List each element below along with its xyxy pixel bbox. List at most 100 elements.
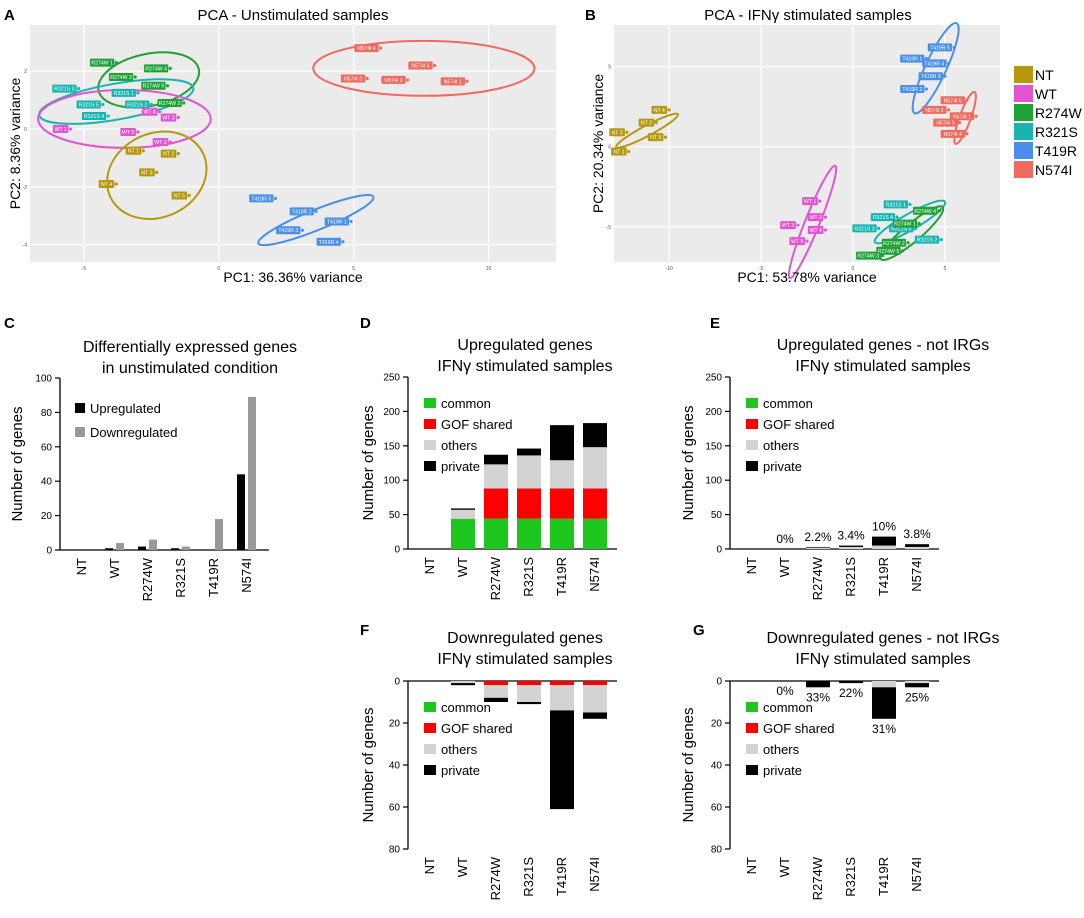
point-label-box (125, 146, 142, 155)
point-label-box (98, 179, 115, 188)
point-label-box (52, 125, 69, 134)
panel-title: Upregulated genes (457, 337, 592, 354)
y-tick-label: 0 (46, 546, 52, 557)
data-point (379, 46, 383, 50)
x-tick-label: -5 (82, 266, 87, 272)
point-label-box (143, 64, 169, 73)
bar-segment-common (583, 518, 607, 549)
point-label-box (354, 44, 379, 53)
point-label-box (324, 217, 349, 226)
bar-down (149, 539, 157, 550)
legend-swatch-common (424, 398, 436, 408)
panel-title: PCA - Unstimulated samples (198, 7, 389, 24)
x-tick-label: R321S (521, 857, 536, 897)
legend-swatch-r321s (1014, 123, 1033, 140)
y-tick-label: 0 (394, 545, 400, 556)
point-label-box (381, 75, 406, 84)
x-tick-label: WT (455, 557, 470, 577)
y-tick-label: 80 (389, 845, 401, 856)
data-point (924, 87, 929, 91)
y-tick-label: 50 (389, 510, 401, 521)
legend-label: others (763, 438, 800, 453)
point-label: T419R 3 (278, 228, 298, 234)
y-tick-label: -5 (607, 225, 612, 231)
confidence-ellipse-R321S (873, 199, 947, 245)
x-tick-label: 5 (943, 266, 946, 272)
x-tick-label: WT (107, 558, 122, 578)
data-point (627, 149, 631, 154)
panel-letter: F (360, 622, 369, 639)
data-point (965, 98, 969, 102)
y-tick-label: -4 (23, 243, 28, 249)
y-tick-label: 0 (716, 677, 722, 688)
point-label: N574I 1 (953, 114, 971, 120)
point-label-box (927, 43, 953, 52)
legend-swatch-private (746, 765, 758, 775)
x-tick-label: -10 (666, 266, 673, 272)
panel-letter: B (585, 7, 596, 24)
bar-segment-others (484, 464, 508, 489)
data-point (106, 114, 110, 118)
point-label-box (922, 105, 947, 114)
data-point (943, 74, 947, 78)
data-point (176, 115, 180, 120)
y-tick-label: 50 (711, 510, 723, 521)
bar-up (237, 474, 245, 550)
point-label: WT 5 (122, 130, 134, 136)
point-label-box (141, 81, 166, 90)
legend-label: private (441, 459, 480, 474)
legend-label: NT (1035, 67, 1054, 83)
y-tick-label: 40 (389, 761, 401, 772)
point-label: R321S 1 (886, 202, 906, 208)
legend-label: R321S (1035, 124, 1078, 140)
point-label: NT 1 (613, 150, 624, 156)
panel-letter: D (360, 315, 371, 332)
x-tick-label: N574I (909, 557, 924, 592)
point-label-box (807, 225, 824, 234)
point-label: R274W 2 (159, 101, 181, 107)
point-label: R321S 4 (84, 114, 104, 120)
point-label: WT 3 (782, 223, 794, 229)
bar-segment-private (583, 712, 607, 719)
y-tick-label: 60 (41, 442, 53, 453)
point-label: NT 3 (141, 170, 152, 176)
point-label: NT 4 (101, 182, 112, 188)
point-label: WT 2 (154, 140, 166, 146)
bar-percent-label: 33% (806, 690, 830, 704)
data-point (924, 57, 929, 61)
point-label-box (881, 238, 907, 247)
bar-segment-private (839, 545, 863, 547)
point-label: T419R 2 (292, 209, 312, 215)
panel-title: IFNγ stimulated samples (437, 651, 612, 668)
point-label-box (900, 54, 925, 63)
point-label: R274W 5 (143, 84, 165, 90)
x-tick-label: R274W (488, 556, 503, 600)
point-label-box (913, 206, 938, 215)
data-point (908, 202, 912, 206)
point-label: NT 5 (650, 135, 661, 141)
x-tick-label: 0 (217, 266, 220, 272)
legend-swatch-nt (1014, 66, 1033, 83)
point-label-box (940, 129, 965, 138)
x-tick-label: NT (744, 557, 759, 574)
point-label: R274W 4 (914, 209, 936, 215)
legend-swatch-common (746, 702, 758, 712)
pca-panel-A: -5 0 5 10 2 0 -2 -4 R274W 1 R274W 4 R274W 3 R274W 5… (4, 7, 556, 285)
point-label-box (870, 213, 896, 222)
point-label-box (81, 112, 107, 121)
data-point (913, 226, 918, 230)
point-label-box (408, 61, 433, 70)
point-label: NT 2 (641, 121, 652, 127)
data-point (906, 241, 910, 245)
bar-segment-gof (583, 681, 607, 686)
data-point (182, 101, 186, 105)
bar-panel-C: 0 20 40 60 80 100 NT WT R274W R321S T419R N574I C Dif… (4, 315, 297, 601)
x-axis-label: PC1: 53.78% variance (737, 269, 877, 285)
y-tick-label: 150 (705, 441, 722, 452)
panel-title: Downregulated genes (447, 630, 603, 647)
data-point (823, 228, 827, 232)
point-label: WT 4 (809, 228, 821, 234)
point-label-box (76, 100, 101, 109)
legend-label: common (763, 700, 813, 715)
point-label: T419R 1 (902, 57, 922, 63)
